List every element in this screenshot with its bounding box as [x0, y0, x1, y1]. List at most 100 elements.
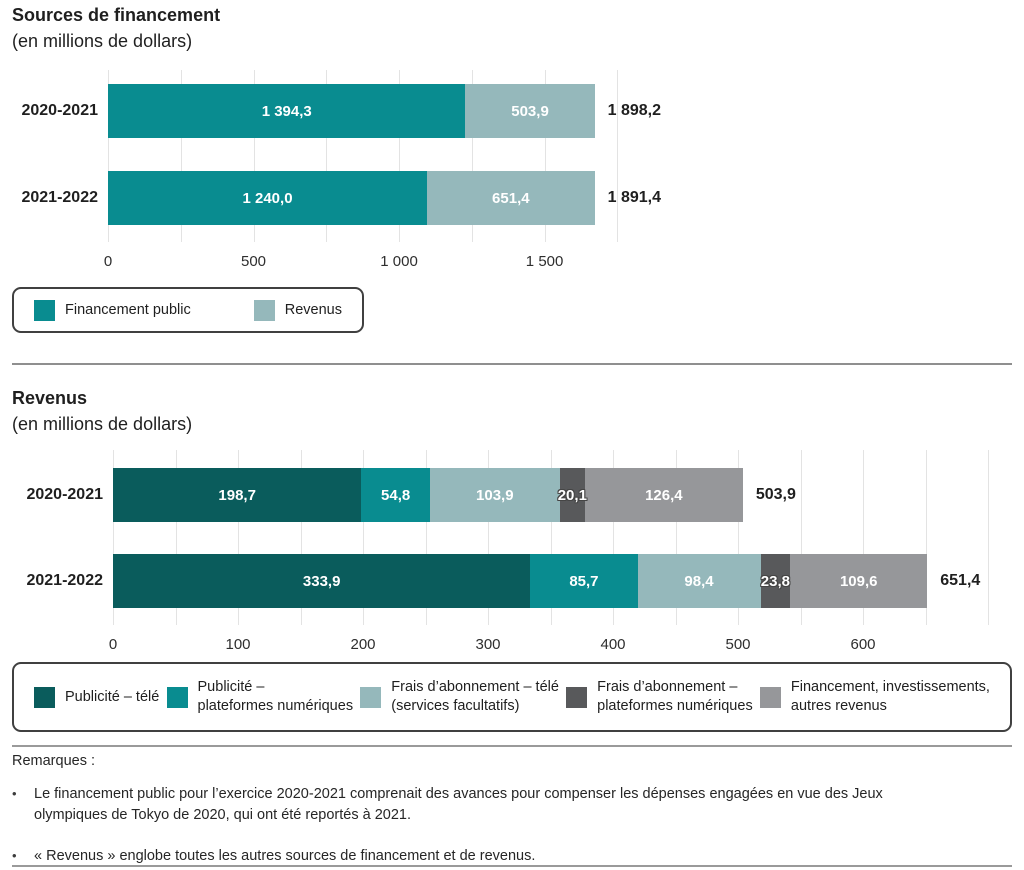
axis-tick-label: 200 [350, 636, 376, 653]
sources-financement-legend: Financement public Revenus [12, 287, 364, 333]
category-label: 2021-2022 [21, 189, 98, 206]
notes-list: • Le financement public pour l’exercice 2… [12, 784, 886, 867]
gridline [617, 70, 619, 242]
bar-segment: 23,8 [760, 554, 791, 608]
gridline [925, 450, 927, 625]
legend-swatch [34, 299, 55, 321]
gridline [108, 70, 109, 242]
gridline [675, 450, 677, 625]
gridline [253, 70, 255, 242]
bar-row: 1 394,3 503,9 1 898,2 [108, 84, 661, 138]
gridline [238, 450, 239, 625]
sources-financement-chart: 2020-2021 1 394,3 503,9 1 898,2 2021-2022 1 2… [0, 70, 1024, 280]
bar-segment: 198,7 [113, 468, 362, 522]
bar-segment: 126,4 [584, 468, 743, 522]
axis-tick-label: 500 [241, 253, 267, 270]
revenus-chart: 2020-2021 198,7 54,8 103,9 20,1 126,4 503,9 202… [0, 450, 1024, 655]
bar-total-label: 1 891,4 [607, 189, 661, 206]
category-label: 2020-2021 [26, 486, 103, 503]
note-text: « Revenus » englobe toutes les autres so… [34, 848, 536, 865]
axis-tick-label: 100 [225, 636, 251, 653]
axis-tick-label: 300 [475, 636, 501, 653]
legend-swatch [34, 686, 55, 708]
section-divider [12, 363, 1012, 365]
category-label: 2021-2022 [26, 572, 103, 589]
axis-tick-label: 600 [850, 636, 876, 653]
bar-value-label: 651,4 [492, 189, 530, 207]
bar-row: 1 240,0 651,4 1 891,4 [108, 171, 661, 225]
bar-segment: 1 240,0 [108, 171, 428, 225]
plot-area [108, 70, 661, 242]
gridline [326, 70, 328, 242]
legend-label: Publicité – télé [65, 688, 160, 705]
legend-swatch [759, 686, 781, 708]
bar-value-label: 54,8 [381, 486, 411, 504]
legend-label: Publicité – plateformes numériques [197, 679, 354, 714]
legend-item: Publicité – télé [34, 686, 160, 708]
bar-value-label: 23,8 [760, 572, 790, 590]
gridline [180, 70, 182, 242]
chart1-subtitle: (en millions de dollars) [12, 31, 193, 51]
note-item: • « Revenus » englobe toutes les autres s… [12, 846, 886, 867]
gridline [175, 450, 177, 625]
chart2-subtitle: (en millions de dollars) [12, 414, 193, 434]
bar-value-label: 198,7 [218, 486, 256, 504]
bar-total-label: 503,9 [755, 486, 796, 503]
bar-value-label: 126,4 [645, 486, 683, 504]
gridline [550, 450, 552, 625]
bar-segment: 85,7 [530, 554, 638, 608]
notes-top-divider [12, 745, 1012, 747]
axis-tick-label: 400 [600, 636, 626, 653]
legend-label: Frais d’abonnement – plateformes numériq… [597, 679, 753, 714]
bar-value-label: 1 394,3 [261, 102, 312, 120]
gridline [471, 70, 473, 242]
gridline [363, 450, 364, 625]
notes-heading: Remarques : [12, 753, 96, 769]
bar-segment: 651,4 [427, 171, 595, 225]
plot-area [113, 450, 989, 625]
bar-segment: 54,8 [361, 468, 430, 522]
gridline [544, 70, 546, 242]
bar-segment: 20,1 [557, 468, 587, 522]
bar-segment: 103,9 [429, 468, 560, 522]
gridline [613, 450, 614, 625]
bullet-icon: • [12, 786, 17, 801]
bottom-divider [12, 865, 1012, 867]
legend-label: Revenus [284, 301, 342, 318]
gridline [800, 450, 802, 625]
chart2-title: Revenus [12, 388, 88, 408]
gridline [425, 450, 427, 625]
bar-segment: 98,4 [637, 554, 761, 608]
legend-item: Financement public [34, 299, 191, 321]
gridline [988, 450, 989, 625]
legend-label: Financement, investissements, autres rev… [790, 679, 990, 714]
bar-total-label: 1 898,2 [607, 102, 661, 119]
axis-tick-label: 1 000 [380, 253, 418, 270]
revenus-legend: Publicité – télé Publicité – plateformes … [12, 662, 1012, 732]
bar-segment: 333,9 [113, 554, 531, 608]
axis-tick-label: 0 [103, 253, 113, 270]
legend-label: Financement public [65, 301, 191, 318]
bar-value-label: 98,4 [684, 572, 714, 590]
bar-value-label: 85,7 [569, 572, 599, 590]
bar-segment: 1 394,3 [108, 84, 466, 138]
legend-item: Financement, investissements, autres rev… [759, 678, 990, 716]
note-text: Le financement public pour l’exercice 20… [34, 786, 883, 824]
category-label: 2020-2021 [21, 102, 98, 119]
gridline [300, 450, 302, 625]
gridline [488, 450, 489, 625]
axis-tick-label: 1 500 [525, 253, 564, 270]
legend-item: Revenus [253, 299, 342, 321]
bullet-icon: • [12, 848, 17, 864]
bar-segment: 503,9 [465, 84, 595, 138]
legend-swatch [253, 299, 275, 321]
gridline [399, 70, 401, 242]
gridline [738, 450, 739, 625]
legend-item: Frais d’abonnement – télé (services facu… [360, 678, 559, 716]
bar-value-label: 20,1 [557, 486, 587, 504]
bar-row: 198,7 54,8 103,9 20,1 126,4 503,9 [113, 468, 988, 522]
gridline [863, 450, 864, 625]
legend-swatch [166, 686, 188, 708]
bar-value-label: 333,9 [302, 572, 341, 590]
